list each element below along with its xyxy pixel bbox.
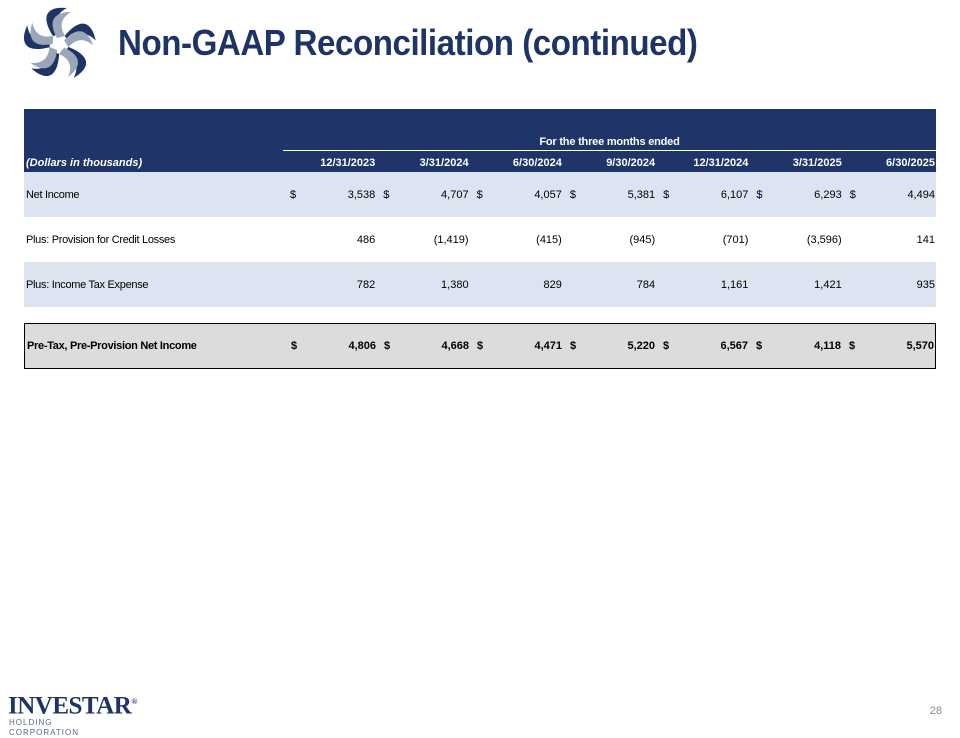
cell-value: 141 [916,233,935,246]
currency-symbol: $ [569,188,576,201]
units-label: (Dollars in thousands) [26,157,143,169]
page-number: 28 [929,705,942,717]
page-title: Non-GAAP Reconciliation (continued) [118,22,698,63]
row-label: Plus: Provision for Credit Losses [26,233,176,246]
cell-value: 935 [916,278,935,291]
date-header: 6/30/2024 [512,157,562,169]
cell-value: (415) [536,233,562,246]
currency-symbol: $ [476,188,483,201]
table-cell: 829 [470,262,563,307]
cell-value: (1,419) [433,233,469,246]
currency-symbol: $ [756,340,763,352]
table-row: Plus: Income Tax Expense 782 1,380 829 7… [24,262,936,307]
table-cell: 141 [843,217,936,262]
total-label: Pre-Tax, Pre-Provision Net Income [27,340,197,352]
table-cell: (3,596) [749,217,842,262]
table-cell: (415) [470,217,563,262]
cell-value: 5,570 [906,340,934,352]
cell-value: 829 [543,278,562,291]
table-cell: $4,118 [749,324,842,368]
table-cell: $5,220 [563,324,656,368]
currency-symbol: $ [663,188,670,201]
cell-value: 4,806 [348,340,376,352]
table-cell: 935 [843,262,936,307]
cell-value: 6,107 [720,188,749,201]
registered-mark: ® [131,697,137,706]
currency-symbol: $ [570,340,577,352]
row-label: Plus: Income Tax Expense [26,278,149,291]
table-cell: 1,380 [376,262,469,307]
currency-symbol: $ [383,188,390,201]
cell-value: 1,161 [720,278,749,291]
date-headers: 12/31/2023 3/31/2024 6/30/2024 9/30/2024… [283,157,936,169]
table-cell: $3,538 [283,172,376,217]
cell-value: (3,596) [806,233,842,246]
date-header: 3/31/2025 [792,157,842,169]
table-cell: 1,161 [656,262,749,307]
cell-value: 6,293 [814,188,842,201]
cell-value: (701) [722,233,749,246]
table-cell: $5,381 [563,172,656,217]
pinwheel-star-logo-icon [10,4,108,84]
row-label: Net Income [26,188,80,201]
table-cell: $4,806 [284,324,377,368]
table-cell: $6,107 [656,172,749,217]
table-cell: 784 [563,262,656,307]
date-header: 6/30/2025 [886,157,935,169]
investar-wordmark: INVESTAR® HOLDING CORPORATION [8,690,137,737]
cell-value: 486 [356,233,376,246]
table-cell: 782 [283,262,376,307]
period-header: For the three months ended [539,136,680,148]
table-cell: (701) [656,217,749,262]
header-divider [283,150,936,151]
cell-value: 1,421 [814,278,842,291]
currency-symbol: $ [849,340,856,352]
brand-name: INVESTAR [8,692,132,720]
cell-value: 782 [356,278,376,291]
currency-symbol: $ [290,188,297,201]
table-cell: $4,707 [376,172,469,217]
table-cell: $4,471 [470,324,563,368]
table-cell: (945) [563,217,656,262]
currency-symbol: $ [663,340,670,352]
currency-symbol: $ [291,340,298,352]
cell-value: 5,220 [627,340,655,352]
table-cell: 1,421 [749,262,842,307]
brand-subtitle: HOLDING CORPORATION [9,718,79,738]
cell-value: 784 [636,278,656,291]
cell-value: 4,707 [441,188,469,201]
reconciliation-table: For the three months ended (Dollars in t… [24,109,936,307]
cell-value: 3,538 [347,188,376,201]
date-header: 12/31/2023 [320,157,376,169]
cell-value: (945) [629,233,656,246]
table-cell: 486 [283,217,376,262]
cell-value: 1,380 [441,278,469,291]
currency-symbol: $ [849,188,856,201]
cell-value: 4,494 [907,188,935,201]
table-cell: $5,570 [842,324,935,368]
date-header: 9/30/2024 [606,157,656,169]
table-cell: $4,668 [377,324,470,368]
table-row: Net Income $3,538 $4,707 $4,057 $5,381 $… [24,172,936,217]
date-header: 3/31/2024 [419,157,469,169]
table-cell: $6,293 [749,172,842,217]
cell-value: 5,381 [627,188,656,201]
table-cell: $6,567 [656,324,749,368]
cell-value: 4,057 [534,188,562,201]
date-header: 12/31/2024 [693,157,749,169]
cell-value: 4,668 [441,340,469,352]
total-row: Pre-Tax, Pre-Provision Net Income $4,806… [24,323,936,369]
table-cell: $4,057 [470,172,563,217]
table-cell: (1,419) [376,217,469,262]
table-row: Plus: Provision for Credit Losses 486 (1… [24,217,936,262]
table-cell: $4,494 [843,172,936,217]
currency-symbol: $ [384,340,391,352]
currency-symbol: $ [756,188,763,201]
cell-value: 4,471 [534,340,562,352]
table-header: For the three months ended (Dollars in t… [24,109,936,172]
cell-value: 6,567 [720,340,748,352]
currency-symbol: $ [477,340,484,352]
cell-value: 4,118 [814,340,841,352]
